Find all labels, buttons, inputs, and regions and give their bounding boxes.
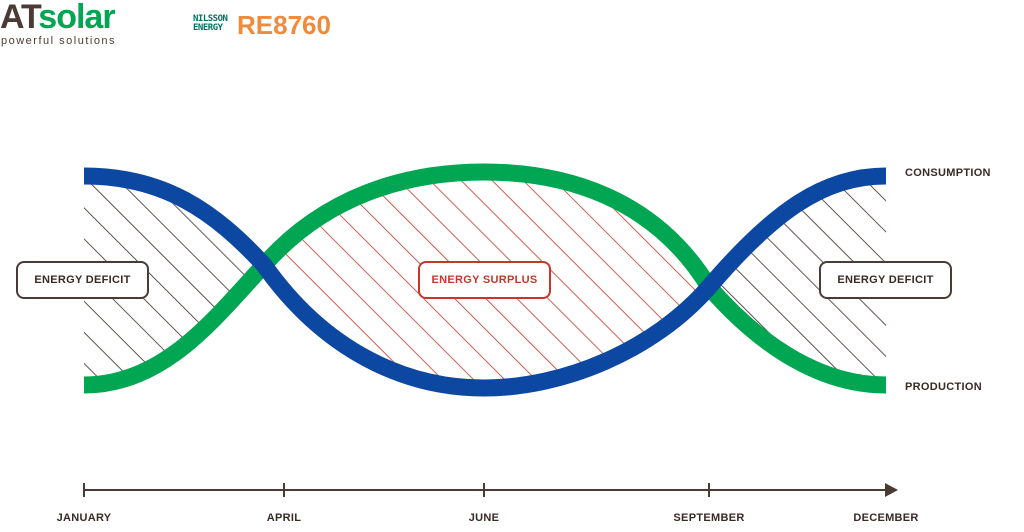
energy-surplus-label: ENERGY SURPLUS — [418, 261, 551, 299]
month-label-september: SEPTEMBER — [673, 512, 745, 524]
month-label-december: DECEMBER — [853, 512, 919, 524]
production-label: PRODUCTION — [905, 381, 982, 393]
product-name: RE8760 — [237, 10, 331, 40]
nilsson-energy-wordmark: NILSSON ENERGY — [193, 14, 228, 33]
consumption-label: CONSUMPTION — [905, 167, 991, 179]
energy-deficit-right-label: ENERGY DEFICIT — [819, 261, 952, 299]
nilsson-energy-logo: NILSSON ENERGY RE8760 — [193, 10, 343, 42]
atsolar-wordmark: ATsolar — [0, 0, 116, 37]
month-label-january: JANUARY — [56, 512, 112, 524]
deficit-area-right — [709, 176, 886, 385]
energy-line: ENERGY — [193, 23, 223, 33]
month-label-june: JUNE — [468, 512, 500, 524]
timeline-arrowhead — [885, 483, 898, 497]
atsolar-prefix: AT — [0, 0, 39, 36]
production-curve — [83, 163, 887, 394]
atsolar-word: solar — [38, 0, 115, 36]
atsolar-tagline: powerful solutions — [1, 35, 117, 47]
atsolar-logo: ATsolar powerful solutions — [0, 0, 140, 50]
nilsson-line: NILSSON — [193, 14, 228, 24]
energy-deficit-left-label: ENERGY DEFICIT — [16, 261, 149, 299]
consumption-curve — [83, 167, 887, 397]
month-label-april: APRIL — [266, 512, 302, 524]
